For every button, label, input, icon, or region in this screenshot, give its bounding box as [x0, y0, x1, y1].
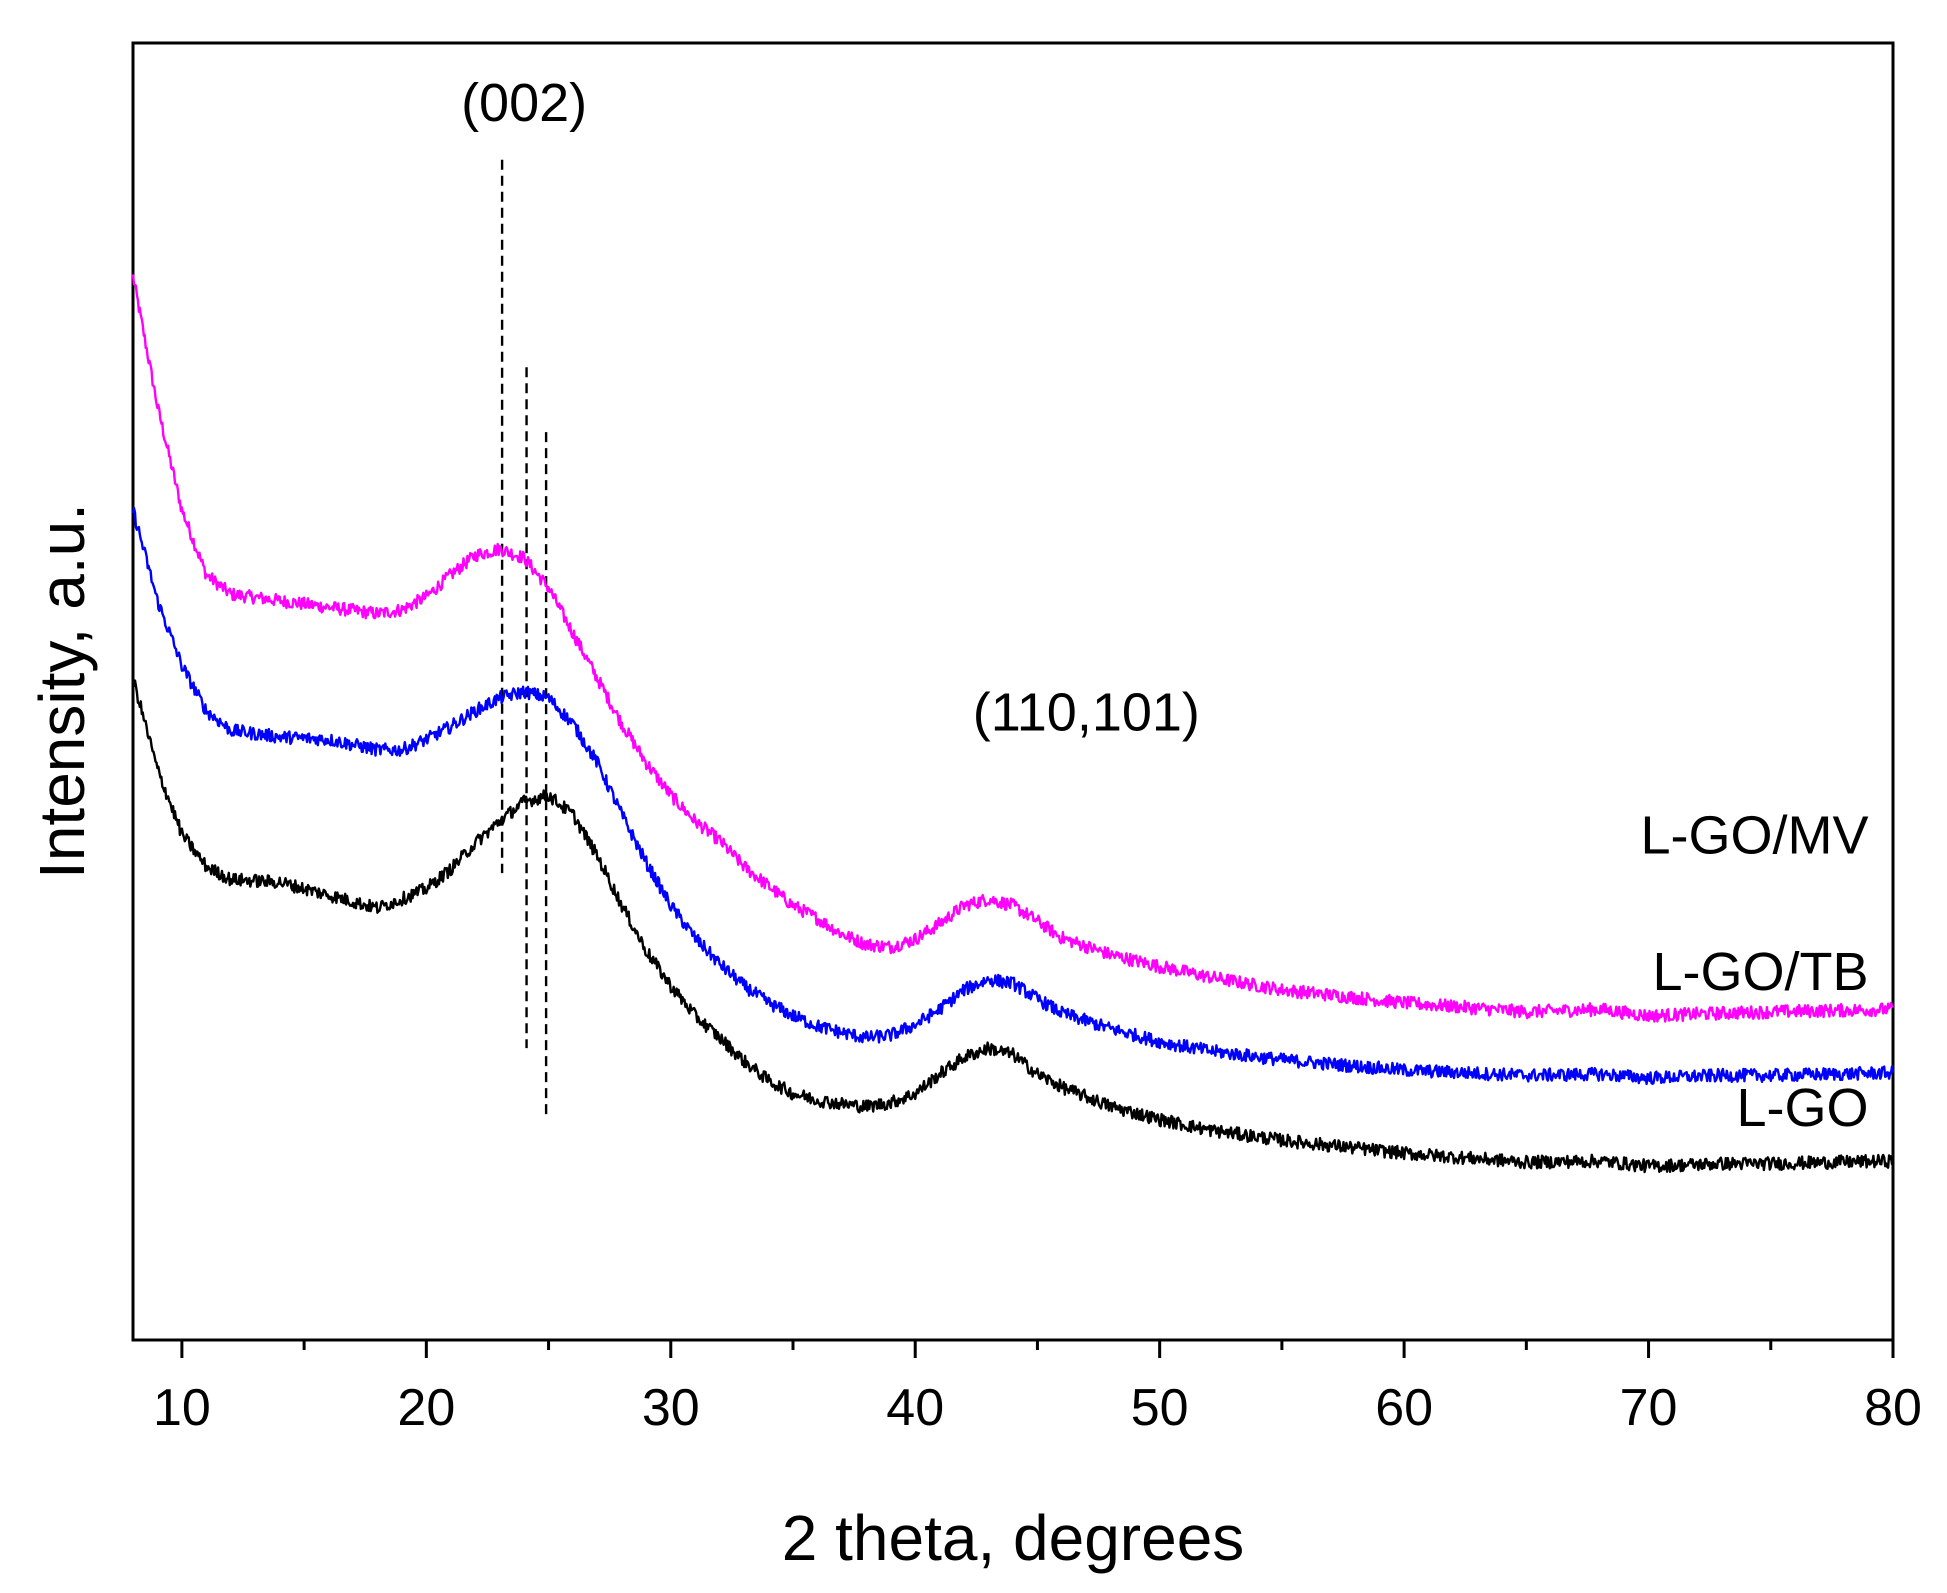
- y-axis-label: Intensity, a.u.: [26, 503, 98, 879]
- annotation-002: (002): [461, 73, 587, 133]
- peak-annotations: (002) (110,101): [461, 73, 1200, 743]
- x-axis-label: 2 theta, degrees: [782, 1502, 1245, 1574]
- x-tick-label-50: 50: [1131, 1379, 1189, 1437]
- x-tick-label-30: 30: [642, 1379, 700, 1437]
- annotation-110-101: (110,101): [973, 682, 1200, 742]
- x-axis-tick-labels: 10 20 30 40 50 60 70 80: [153, 1379, 1922, 1437]
- series-group: [131, 274, 1895, 1174]
- x-tick-label-20: 20: [397, 1379, 455, 1437]
- x-tick-label-60: 60: [1375, 1379, 1433, 1437]
- series-label-l-go-tb: L-GO/TB: [1653, 942, 1869, 1002]
- series-label-l-go: L-GO: [1737, 1078, 1869, 1138]
- x-tick-label-10: 10: [153, 1379, 211, 1437]
- x-tick-label-40: 40: [886, 1379, 944, 1437]
- x-tick-label-80: 80: [1864, 1379, 1922, 1437]
- series-line-l-go-mv: [131, 274, 1895, 1023]
- series-line-l-go-tb: [131, 506, 1895, 1086]
- x-axis-ticks: [180, 1340, 1895, 1358]
- plot-frame: [131, 41, 1895, 1342]
- peak-reference-lines: [500, 159, 548, 1120]
- series-label-l-go-mv: L-GO/MV: [1641, 806, 1869, 866]
- series-line-l-go: [131, 679, 1895, 1174]
- series-labels: L-GO/MV L-GO/TB L-GO: [1641, 806, 1869, 1138]
- x-tick-label-70: 70: [1620, 1379, 1678, 1437]
